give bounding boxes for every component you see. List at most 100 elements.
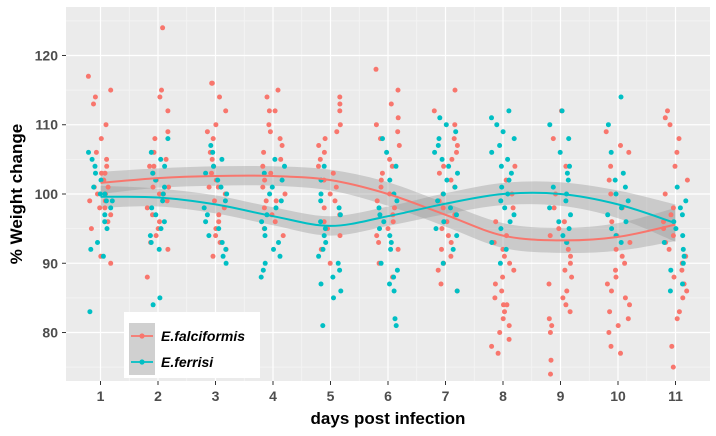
point-falciformis (492, 295, 498, 301)
point-ferrisi (206, 233, 212, 239)
band-ferrisi (100, 181, 676, 242)
point-falciformis (556, 226, 562, 232)
point-falciformis (507, 260, 513, 266)
point-falciformis (388, 101, 394, 107)
point-falciformis (322, 136, 328, 142)
trend-falciformis (100, 174, 676, 242)
point-falciformis (441, 163, 447, 169)
point-ferrisi (453, 129, 459, 135)
point-ferrisi (450, 246, 456, 252)
point-falciformis (606, 177, 612, 183)
point-falciformis (549, 323, 555, 329)
point-falciformis (210, 253, 216, 259)
x-tick-label: 5 (327, 388, 335, 404)
point-ferrisi (452, 184, 458, 190)
point-ferrisi (89, 156, 95, 162)
point-falciformis (567, 309, 573, 315)
point-ferrisi (223, 246, 229, 252)
point-falciformis (448, 253, 454, 259)
point-falciformis (445, 233, 451, 239)
point-ferrisi (262, 233, 268, 239)
y-tick-labels: 80 90 100 110 120 (35, 47, 59, 340)
y-tick-label: 100 (35, 186, 59, 202)
point-falciformis (492, 281, 498, 287)
point-ferrisi (203, 219, 209, 225)
point-falciformis (454, 143, 460, 148)
point-falciformis (608, 191, 614, 197)
point-ferrisi (609, 226, 615, 232)
point-falciformis (622, 260, 628, 266)
point-falciformis (609, 288, 614, 294)
point-falciformis (204, 129, 210, 135)
point-falciformis (564, 288, 570, 294)
point-ferrisi (680, 233, 686, 239)
point-falciformis (662, 115, 668, 121)
point-falciformis (104, 163, 110, 169)
point-ferrisi (203, 170, 209, 176)
legend-dot-ferrisi (139, 359, 145, 365)
point-ferrisi (222, 198, 228, 204)
point-ferrisi (494, 122, 500, 128)
point-falciformis (493, 219, 499, 225)
point-falciformis (209, 156, 215, 162)
point-falciformis (452, 122, 458, 128)
point-ferrisi (605, 122, 611, 128)
point-ferrisi (224, 191, 230, 197)
point-ferrisi (618, 94, 624, 100)
point-falciformis (489, 343, 495, 349)
point-ferrisi (218, 184, 224, 190)
point-ferrisi (377, 212, 383, 218)
point-ferrisi (102, 212, 108, 218)
point-falciformis (374, 198, 380, 204)
point-falciformis (449, 156, 455, 162)
point-ferrisi (680, 260, 686, 266)
point-falciformis (144, 274, 150, 280)
point-falciformis (622, 295, 628, 301)
point-ferrisi (497, 260, 503, 266)
point-falciformis (625, 316, 631, 322)
point-ferrisi (499, 184, 505, 190)
point-falciformis (627, 302, 632, 308)
point-ferrisi (435, 198, 441, 204)
point-ferrisi (93, 170, 98, 176)
point-ferrisi (437, 115, 443, 121)
point-ferrisi (454, 288, 460, 294)
point-falciformis (261, 149, 267, 155)
point-falciformis (163, 156, 169, 162)
point-ferrisi (446, 163, 452, 169)
point-ferrisi (392, 316, 398, 322)
point-falciformis (680, 295, 686, 301)
point-falciformis (282, 191, 288, 197)
point-ferrisi (158, 226, 164, 232)
point-falciformis (440, 205, 446, 211)
point-ferrisi (505, 156, 511, 162)
point-ferrisi (261, 170, 267, 176)
point-falciformis (157, 219, 162, 225)
point-ferrisi (267, 191, 273, 197)
point-ferrisi (277, 253, 283, 259)
point-ferrisi (316, 253, 322, 259)
point-ferrisi (563, 198, 569, 204)
point-ferrisi (507, 219, 513, 225)
point-falciformis (337, 101, 343, 107)
point-falciformis (330, 170, 336, 176)
point-falciformis (209, 170, 214, 176)
point-ferrisi (108, 205, 114, 211)
point-ferrisi (95, 240, 100, 245)
point-ferrisi (564, 170, 570, 176)
point-ferrisi (148, 240, 154, 245)
point-ferrisi (455, 170, 460, 176)
point-falciformis (272, 219, 278, 225)
point-falciformis (88, 226, 94, 232)
point-falciformis (317, 156, 323, 162)
point-falciformis (267, 129, 273, 135)
point-falciformis (378, 184, 384, 190)
point-falciformis (562, 267, 568, 273)
point-falciformis (216, 219, 222, 225)
point-falciformis (337, 122, 343, 128)
point-ferrisi (489, 149, 495, 155)
point-falciformis (268, 170, 274, 176)
point-falciformis (262, 177, 268, 183)
point-ferrisi (269, 184, 275, 190)
point-falciformis (334, 129, 340, 135)
